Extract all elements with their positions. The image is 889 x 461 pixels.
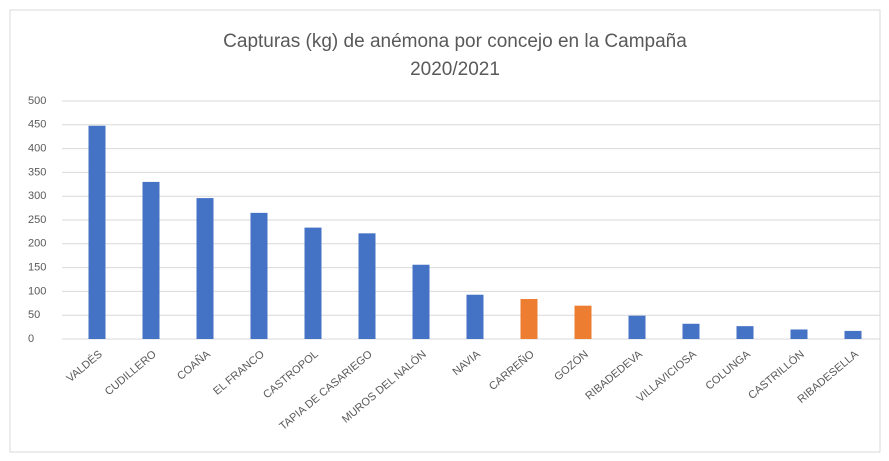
bar xyxy=(142,181,160,339)
y-tick-label: 0 xyxy=(28,333,34,345)
y-tick-label: 150 xyxy=(28,262,46,274)
y-tick-label: 300 xyxy=(28,190,46,202)
chart-title: Capturas (kg) de anémona por concejo en … xyxy=(223,31,687,52)
bar xyxy=(250,212,268,339)
bar xyxy=(682,323,700,339)
y-tick-label: 500 xyxy=(28,95,46,107)
chart-title: 2020/2021 xyxy=(410,59,500,80)
bar xyxy=(88,125,106,339)
bar xyxy=(790,329,808,339)
y-tick-label: 400 xyxy=(28,143,46,155)
bar xyxy=(844,330,862,339)
y-tick-label: 100 xyxy=(28,285,46,297)
bar xyxy=(304,227,322,339)
y-tick-label: 350 xyxy=(28,166,46,178)
y-tick-label: 450 xyxy=(28,119,46,131)
y-tick-label: 250 xyxy=(28,214,46,226)
bar xyxy=(466,294,484,339)
bar xyxy=(520,299,538,339)
bar xyxy=(574,305,592,339)
y-tick-label: 50 xyxy=(28,309,40,321)
bar xyxy=(358,233,376,339)
bar xyxy=(628,315,646,339)
bar xyxy=(736,326,754,339)
bar xyxy=(196,198,214,339)
bar xyxy=(412,264,430,339)
y-tick-label: 200 xyxy=(28,238,46,250)
